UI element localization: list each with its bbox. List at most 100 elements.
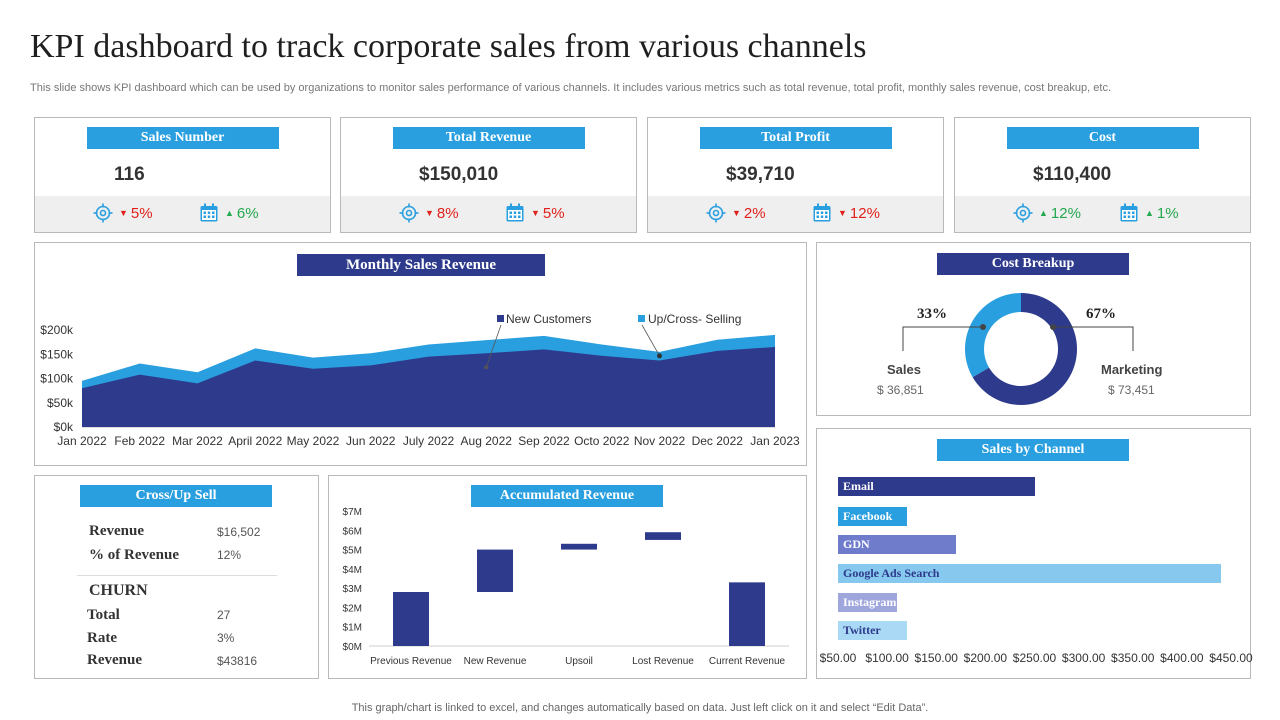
waterfall-y-tick: $0M	[343, 642, 362, 653]
sales-by-channel-title: Sales by Channel	[937, 439, 1129, 461]
up-arrow-icon: ▲	[1039, 208, 1048, 218]
kpi-metric-value: 8%	[436, 204, 459, 222]
calendar-icon	[200, 203, 218, 222]
donut-slice-sales	[965, 293, 1021, 378]
kpi-metric-calendar: ▼ 5%	[505, 203, 565, 223]
page-title: KPI dashboard to track corporate sales f…	[30, 28, 867, 65]
sales-leader-dot	[980, 324, 986, 330]
kpi-card: Sales Number 116 ▼ 5%	[34, 117, 331, 233]
waterfall-bar	[477, 549, 513, 592]
marketing-percent: 67%	[1086, 306, 1116, 322]
x-tick-label: Sep 2022	[518, 434, 570, 448]
channel-bar[interactable]: GDN	[838, 535, 956, 554]
kpi-title: Total Profit	[699, 127, 892, 149]
up-arrow-icon: ▲	[225, 208, 234, 218]
kpi-metric-value: 12%	[849, 204, 880, 222]
kpi-metric-target: ▼ 2%	[706, 203, 766, 223]
channel-x-tick: $150.00	[914, 651, 958, 665]
churn-total-value: 27	[217, 608, 231, 622]
target-icon	[399, 203, 419, 223]
waterfall-y-tick: $6M	[343, 526, 362, 537]
legend-new-customers: New Customers	[497, 312, 591, 326]
legend-leader-dot-new	[484, 365, 489, 370]
footer-note: This graph/chart is linked to excel, and…	[351, 702, 929, 714]
kpi-title: Sales Number	[86, 127, 279, 149]
accumulated-revenue-chart[interactable]: $0M $1M $2M $3M $4M $5M $6M $7M Previous Revenue…	[329, 476, 806, 678]
legend-swatch-upcross	[638, 315, 645, 322]
waterfall-y-tick: $5M	[343, 546, 362, 557]
x-tick-label: Jan 2023	[750, 434, 800, 448]
kpi-value: $150,010	[419, 164, 499, 185]
x-tick-label: Dec 2022	[692, 434, 744, 448]
waterfall-bar	[561, 543, 597, 550]
channel-bar[interactable]: Instagram	[838, 593, 897, 612]
x-tick-label: Jun 2022	[346, 434, 396, 448]
donut-slice-marketing	[972, 293, 1077, 405]
channel-x-tick: $450.00	[1209, 651, 1253, 665]
kpi-metric-target: ▲ 12%	[1013, 203, 1081, 223]
kpi-metric-calendar: ▼ 12%	[812, 203, 880, 223]
series-new-customers-area	[82, 346, 775, 427]
accumulated-revenue-panel: Accumulated Revenue $0M $1M $2M $3M $4M $5M $6…	[328, 475, 807, 679]
legend-upcross-selling: Up/Cross- Selling	[638, 312, 741, 326]
x-tick-label: May 2022	[287, 434, 340, 448]
waterfall-y-tick: $1M	[343, 623, 362, 634]
down-arrow-icon: ▼	[531, 208, 540, 218]
target-icon	[1013, 203, 1033, 223]
waterfall-x-label: New Revenue	[464, 656, 527, 667]
kpi-metric-value: 5%	[542, 204, 565, 222]
monthly-sales-title: Monthly Sales Revenue	[297, 254, 545, 276]
legend-label-new-customers: New Customers	[506, 312, 591, 326]
pct-revenue-label: % of Revenue	[89, 547, 179, 563]
pct-revenue-value: 12%	[217, 548, 242, 562]
down-arrow-icon: ▼	[119, 208, 128, 218]
churn-revenue-value: $43816	[217, 654, 258, 668]
channel-bar[interactable]: Facebook	[838, 507, 907, 526]
cost-breakup-donut[interactable]	[817, 243, 1250, 415]
channel-x-tick: $50.00	[819, 651, 857, 665]
cross-up-panel: Cross/Up Sell Revenue $16,502 % of Reven…	[34, 475, 319, 679]
kpi-metric-value: 2%	[743, 204, 766, 222]
kpi-value: $110,400	[1033, 164, 1112, 185]
waterfall-x-label: Lost Revenue	[632, 656, 694, 667]
accumulated-revenue-title: Accumulated Revenue	[471, 485, 663, 507]
channel-bar[interactable]: Google Ads Search	[838, 564, 1222, 583]
kpi-metric-calendar: ▲ 6%	[199, 203, 259, 223]
waterfall-y-tick: $2M	[343, 603, 362, 614]
down-arrow-icon: ▼	[732, 208, 741, 218]
channel-x-tick: $300.00	[1061, 651, 1106, 665]
channel-bar[interactable]: Twitter	[838, 621, 907, 640]
kpi-title: Cost	[1006, 127, 1199, 149]
x-tick-label: April 2022	[228, 434, 282, 448]
monthly-sales-chart[interactable]: New Customers Up/Cross- Selling $0k $50k $…	[35, 243, 806, 465]
y-tick-label: $200k	[40, 323, 74, 337]
waterfall-y-tick: $3M	[343, 584, 362, 595]
page-subtitle: This slide shows KPI dashboard which can…	[30, 82, 1111, 94]
calendar-icon	[1120, 203, 1138, 222]
cross-up-title: Cross/Up Sell	[80, 485, 272, 507]
channel-x-tick: $250.00	[1012, 651, 1057, 665]
channel-x-tick: $400.00	[1160, 651, 1204, 665]
y-tick-label: $50k	[47, 396, 74, 410]
marketing-leader-line	[1053, 326, 1134, 351]
waterfall-bar	[645, 532, 681, 540]
kpi-metric-value: 12%	[1050, 204, 1081, 222]
sales-percent: 33%	[917, 306, 947, 322]
marketing-label: Marketing	[1101, 362, 1163, 377]
calendar-icon	[813, 203, 831, 222]
waterfall-bar	[393, 592, 429, 646]
channel-x-tick: $350.00	[1111, 651, 1155, 665]
sales-leader-line	[902, 326, 983, 351]
legend-leader-dot-upcross	[657, 353, 662, 359]
kpi-value: $39,710	[726, 164, 795, 185]
kpi-metric-value: 6%	[236, 204, 259, 222]
kpi-footer: ▲ 12% ▲	[955, 196, 1250, 232]
churn-revenue-label: Revenue	[87, 652, 142, 668]
channel-bar[interactable]: Email	[838, 477, 1035, 496]
waterfall-y-tick: $7M	[343, 507, 362, 518]
target-icon	[93, 203, 113, 223]
cross-up-divider	[77, 575, 277, 576]
legend-label-upcross: Up/Cross- Selling	[648, 312, 741, 326]
x-tick-label: Feb 2022	[114, 434, 165, 448]
kpi-metric-target: ▼ 5%	[93, 203, 153, 223]
